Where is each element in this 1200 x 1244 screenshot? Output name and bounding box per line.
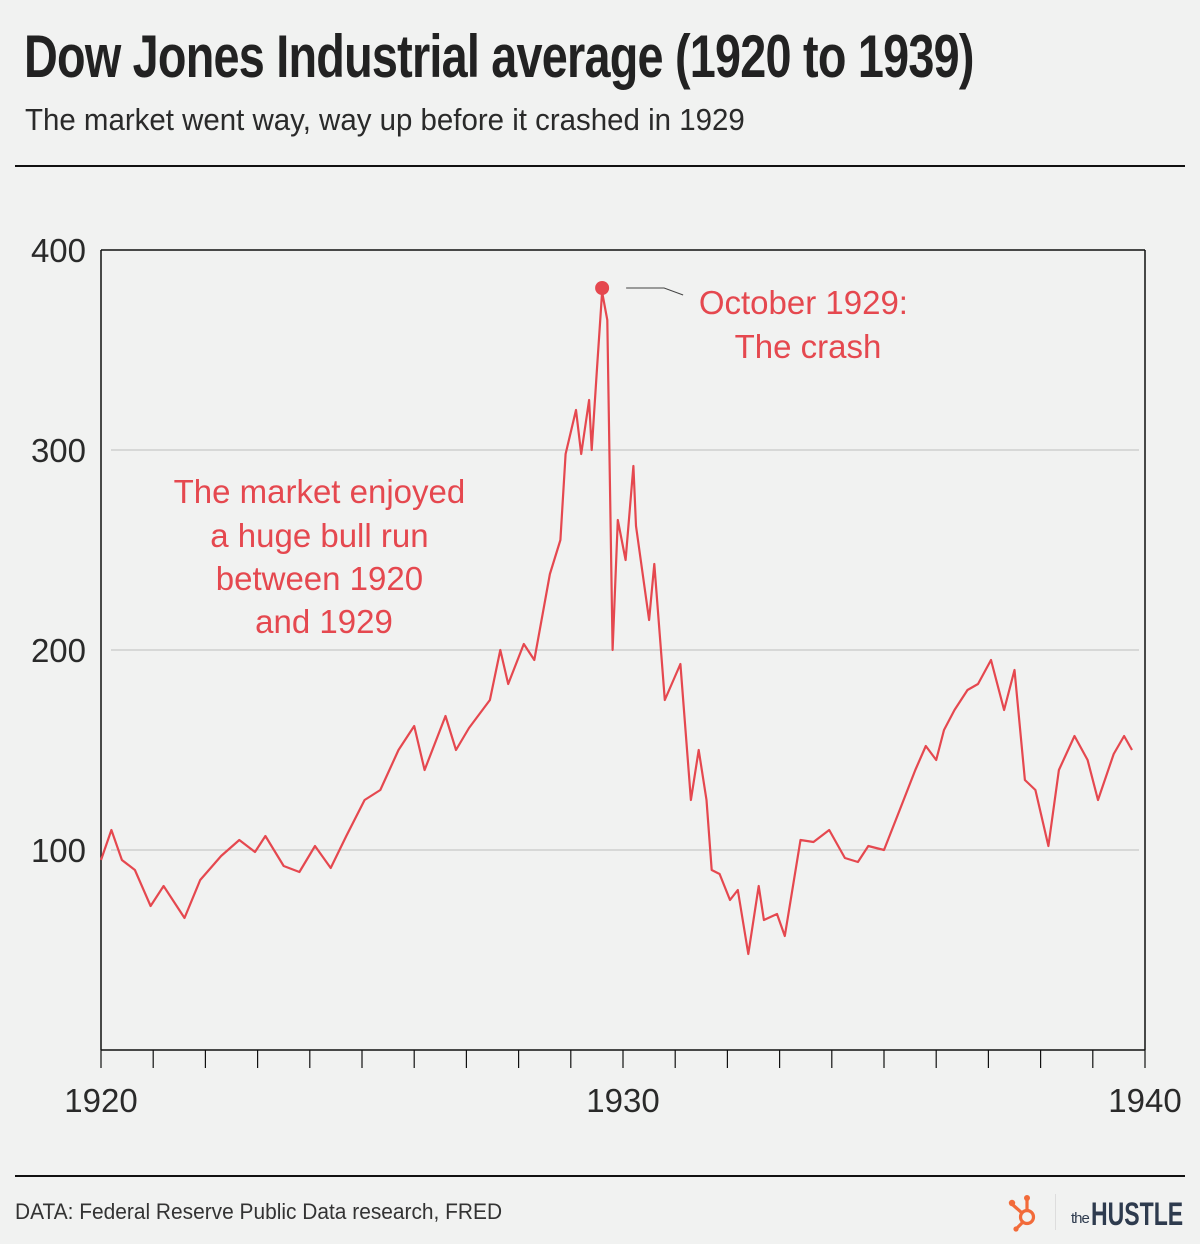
annotation-leader-line	[626, 287, 684, 296]
chart-title: Dow Jones Industrial average (1920 to 19…	[24, 23, 974, 90]
y-tick-label-100: 100	[31, 832, 86, 869]
data-source: DATA: Federal Reserve Public Data resear…	[15, 1199, 503, 1224]
logo-separator	[1055, 1194, 1056, 1230]
annotation-crash: October 1929: The crash	[699, 284, 917, 365]
header-divider	[15, 165, 1185, 167]
logo-text-hustle: HUSTLE	[1091, 1196, 1184, 1232]
annotation-crash-line-1: October 1929:	[699, 284, 908, 321]
peak-highlight-dot	[595, 281, 610, 295]
gridlines	[111, 449, 1139, 851]
y-tick-label-400: 400	[31, 232, 86, 269]
hubspot-sprocket-icon	[1008, 1195, 1036, 1232]
footer-divider	[15, 1175, 1185, 1177]
logo-text-the: the	[1071, 1210, 1090, 1227]
x-tick-label-1930: 1930	[586, 1082, 659, 1119]
annotation-bull-line-4: and 1929	[255, 603, 393, 640]
chart-subtitle: The market went way, way up before it cr…	[25, 102, 745, 137]
x-tick-label-1920: 1920	[64, 1082, 137, 1119]
annotation-crash-line-2: The crash	[735, 328, 882, 365]
y-axis-labels: 100 200 300 400	[31, 232, 86, 869]
y-tick-label-300: 300	[31, 432, 86, 469]
x-axis-labels: 1920 1930 1940	[64, 1082, 1181, 1119]
annotation-bull-line-2: a huge bull run	[210, 517, 428, 554]
chart-area: 100 200 300 400 1920 1930 1940 October 1929: …	[31, 232, 1182, 1119]
series-line-dow-jones	[99, 290, 1133, 956]
y-tick-label-200: 200	[31, 632, 86, 669]
annotation-bull-line-3: between 1920	[216, 560, 423, 597]
axes	[100, 249, 1146, 1068]
annotation-bull-run: The market enjoyed a huge bull run betwe…	[174, 473, 475, 640]
annotation-bull-line-1: The market enjoyed	[174, 473, 466, 510]
x-tick-label-1940: 1940	[1108, 1082, 1181, 1119]
the-hustle-logo: the HUSTLE	[1005, 1190, 1190, 1235]
